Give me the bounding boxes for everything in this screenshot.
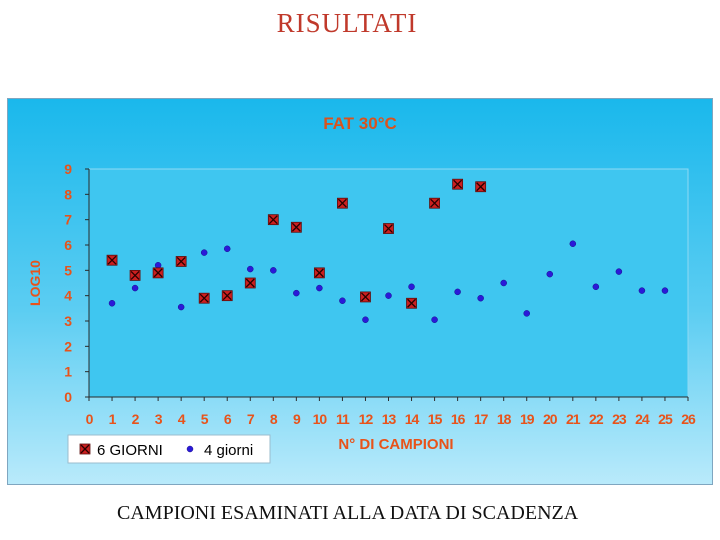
- x-tick-label: 24: [635, 411, 650, 427]
- data-point-4-giorni: [546, 270, 554, 278]
- data-point-4-giorni: [339, 297, 346, 304]
- data-point-4-giorni: [385, 292, 392, 299]
- x-tick-label: 17: [474, 411, 489, 427]
- data-point-6-giorni: [383, 223, 394, 234]
- data-point-4-giorni: [408, 283, 415, 291]
- y-tick-label: 8: [64, 186, 72, 202]
- x-tick-label: 26: [681, 411, 696, 427]
- chart-frame: FAT 30°C 0 1 2 3 4 5 6 7 8 9 0 1 2 3 4 5 6 7 8 9 10 11 12 13 14 15…: [7, 98, 713, 485]
- data-point-6-giorni: [429, 197, 440, 209]
- x-tick-label: 3: [155, 411, 163, 427]
- y-tick-label: 4: [64, 288, 72, 304]
- data-point-6-giorni: [129, 269, 141, 281]
- slide-caption: CAMPIONI ESAMINATI ALLA DATA DI SCADENZA: [117, 502, 579, 524]
- data-point-4-giorni: [638, 287, 646, 294]
- data-point-4-giorni: [293, 289, 300, 297]
- data-point-4-giorni: [108, 300, 116, 307]
- data-point-4-giorni: [270, 267, 277, 274]
- data-point-6-giorni: [406, 297, 417, 309]
- x-tick-label: 20: [543, 411, 558, 427]
- data-point-4-giorni: [223, 245, 231, 253]
- slide-title: RISULTATI: [276, 8, 418, 38]
- x-tick-label: 10: [313, 411, 328, 427]
- x-tick-label: 1: [109, 411, 117, 427]
- legend-marker-4-giorni: [186, 445, 194, 453]
- x-tick-label: 6: [224, 411, 232, 427]
- data-point-6-giorni: [313, 267, 325, 279]
- x-tick-label: 7: [247, 411, 255, 427]
- data-point-4-giorni: [500, 279, 507, 287]
- x-tick-label: 11: [336, 411, 350, 427]
- legend-box: [67, 434, 271, 464]
- data-point-6-giorni: [290, 221, 302, 233]
- x-axis-label: N° DI CAMPIONI: [338, 436, 453, 453]
- data-point-4-giorni: [362, 316, 369, 323]
- data-point-6-giorni: [267, 214, 279, 226]
- y-tick-label: 2: [64, 338, 72, 354]
- y-tick-label: 1: [64, 364, 72, 380]
- data-point-6-giorni: [106, 254, 118, 266]
- y-tick-label: 9: [64, 161, 72, 177]
- y-tick-label: 6: [64, 237, 72, 253]
- data-point-6-giorni: [198, 292, 210, 304]
- data-point-4-giorni: [154, 262, 162, 269]
- legend-label-6-giorni: 6 GIORNI: [97, 442, 163, 459]
- data-point-4-giorni: [661, 287, 669, 294]
- x-tick-label: 18: [497, 411, 512, 427]
- x-tick-label: 15: [428, 411, 443, 427]
- y-tick-label: 7: [64, 212, 72, 228]
- x-tick-label: 0: [86, 411, 94, 427]
- data-point-6-giorni: [337, 197, 348, 209]
- data-point-4-giorni: [477, 294, 484, 302]
- x-tick-label: 8: [270, 411, 278, 427]
- legend-label-4-giorni: 4 giorni: [204, 442, 253, 459]
- data-point-4-giorni: [431, 316, 438, 323]
- plot-area: [88, 168, 689, 398]
- y-tick-label: 5: [64, 262, 72, 278]
- data-point-6-giorni: [175, 256, 187, 267]
- data-point-6-giorni: [475, 181, 487, 193]
- data-point-6-giorni: [152, 267, 164, 279]
- data-point-4-giorni: [177, 303, 185, 311]
- x-tick-label: 21: [566, 411, 581, 427]
- data-point-4-giorni: [316, 284, 323, 292]
- y-tick-label: 3: [64, 313, 72, 329]
- data-point-4-giorni: [454, 288, 461, 296]
- data-point-6-giorni: [452, 178, 464, 190]
- x-tick-label: 12: [359, 411, 374, 427]
- x-tick-label: 2: [132, 411, 140, 427]
- data-point-6-giorni: [221, 290, 233, 302]
- chart-title: FAT 30°C: [323, 114, 397, 133]
- data-point-6-giorni: [360, 291, 371, 303]
- x-tick-label: 22: [589, 411, 604, 427]
- x-tick-label: 13: [382, 411, 397, 427]
- data-point-4-giorni: [592, 283, 600, 291]
- x-tick-label: 25: [658, 411, 673, 427]
- data-point-4-giorni: [200, 249, 208, 256]
- x-tick-label: 4: [178, 411, 186, 427]
- y-axis-label: LOG10: [27, 260, 43, 306]
- x-tick-label: 14: [405, 411, 420, 427]
- x-tick-label: 5: [201, 411, 209, 427]
- data-point-4-giorni: [569, 240, 577, 247]
- x-tick-label: 19: [520, 411, 535, 427]
- data-point-4-giorni: [523, 310, 530, 317]
- data-point-4-giorni: [615, 268, 623, 275]
- x-tick-label: 23: [612, 411, 627, 427]
- data-point-4-giorni: [131, 284, 139, 292]
- y-tick-label: 0: [64, 389, 72, 405]
- legend-marker-6-giorni: [79, 443, 91, 455]
- data-point-4-giorni: [247, 265, 254, 273]
- data-point-6-giorni: [244, 277, 256, 289]
- x-tick-label: 16: [451, 411, 466, 427]
- x-tick-label: 9: [293, 411, 301, 427]
